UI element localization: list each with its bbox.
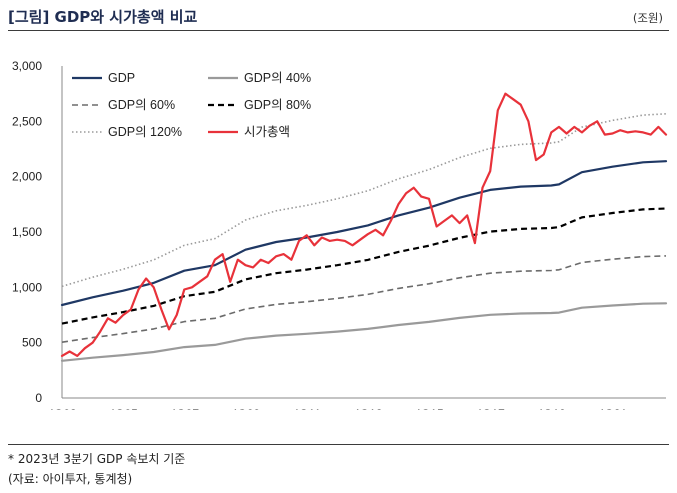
x-tick-label: 4Q17 — [475, 407, 505, 410]
x-tick-label: 4Q03 — [47, 407, 77, 410]
series-line-1 — [60, 302, 668, 362]
x-tick-label: 4Q15 — [414, 407, 444, 410]
series-line-0 — [60, 160, 668, 307]
series-lines — [60, 92, 668, 362]
x-tick-label: 4Q21 — [598, 407, 628, 410]
x-tick-label: 4Q09 — [231, 407, 261, 410]
source-note: (자료: 아이투자, 통계청) — [8, 472, 133, 486]
line-chart: 0 500 1,000 1,500 2,000 2,500 3,000 4Q03 4Q05 4Q0… — [12, 59, 668, 410]
y-tick-label: 1,000 — [12, 280, 42, 294]
legend-label: GDP — [108, 71, 135, 85]
series-line-3 — [61, 207, 667, 325]
legend-label: 시가총액 — [244, 125, 290, 139]
tick-labels: 0 500 1,000 1,500 2,000 2,500 3,000 4Q03 4Q05 4Q0… — [12, 59, 628, 410]
y-tick-label: 1,500 — [12, 225, 42, 239]
legend-label: GDP의 120% — [108, 125, 182, 139]
top-rule — [8, 30, 669, 31]
y-tick-label: 3,000 — [12, 59, 42, 73]
y-tick-label: 2,000 — [12, 170, 42, 184]
chart-title: [그림] GDP와 시가총액 비교 — [8, 8, 198, 26]
axes — [61, 66, 666, 399]
legend: GDP GDP의 40% GDP의 60% GDP의 80% GDP의 120% 시가총액 — [72, 71, 311, 139]
footnote: * 2023년 3분기 GDP 속보치 기준 — [8, 452, 186, 466]
y-tick-label: 2,500 — [12, 114, 42, 128]
series-line-5 — [60, 92, 668, 357]
legend-label: GDP의 80% — [244, 98, 311, 112]
x-tick-label: 4Q05 — [108, 407, 138, 410]
bottom-rule — [8, 444, 669, 445]
y-tick-label: 0 — [35, 391, 42, 405]
x-tick-label: 4Q13 — [353, 407, 383, 410]
series-line-2 — [61, 255, 667, 343]
y-tick-label: 500 — [22, 336, 42, 350]
legend-label: GDP의 40% — [244, 71, 311, 85]
legend-label: GDP의 60% — [108, 98, 175, 112]
x-tick-label: 4Q19 — [537, 407, 567, 410]
series-line-4 — [61, 113, 667, 288]
x-tick-label: 4Q11 — [292, 407, 321, 410]
unit-label: (조원) — [632, 11, 663, 25]
x-tick-label: 4Q07 — [170, 407, 200, 410]
